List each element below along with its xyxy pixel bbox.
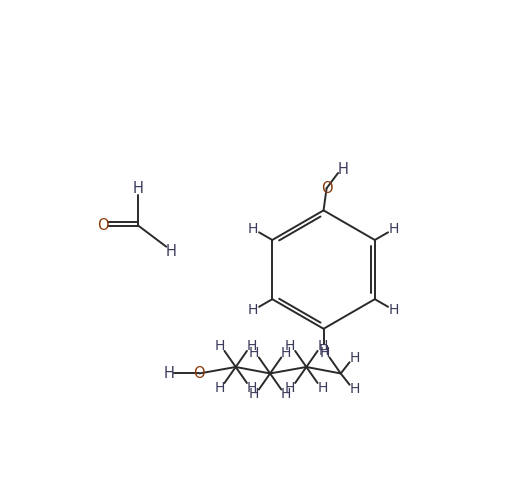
Text: H: H	[389, 303, 399, 317]
Text: H: H	[249, 346, 259, 360]
Text: H: H	[319, 346, 330, 360]
Text: H: H	[249, 387, 259, 401]
Text: H: H	[285, 380, 295, 395]
Text: H: H	[214, 339, 225, 353]
Text: O: O	[97, 218, 109, 233]
Text: H: H	[248, 303, 258, 317]
Text: H: H	[318, 344, 329, 358]
Text: H: H	[350, 351, 360, 366]
Text: H: H	[247, 339, 257, 353]
Text: H: H	[281, 346, 291, 360]
Text: H: H	[389, 222, 399, 236]
Text: H: H	[163, 366, 174, 381]
Text: O: O	[193, 366, 205, 381]
Text: H: H	[281, 387, 291, 401]
Text: H: H	[317, 339, 328, 353]
Text: H: H	[337, 162, 348, 178]
Text: H: H	[285, 339, 295, 353]
Text: H: H	[247, 380, 257, 395]
Text: H: H	[248, 222, 258, 236]
Text: H: H	[350, 381, 360, 395]
Text: H: H	[165, 244, 176, 259]
Text: O: O	[321, 181, 333, 196]
Text: H: H	[317, 380, 328, 395]
Text: H: H	[214, 380, 225, 395]
Text: H: H	[133, 181, 144, 196]
